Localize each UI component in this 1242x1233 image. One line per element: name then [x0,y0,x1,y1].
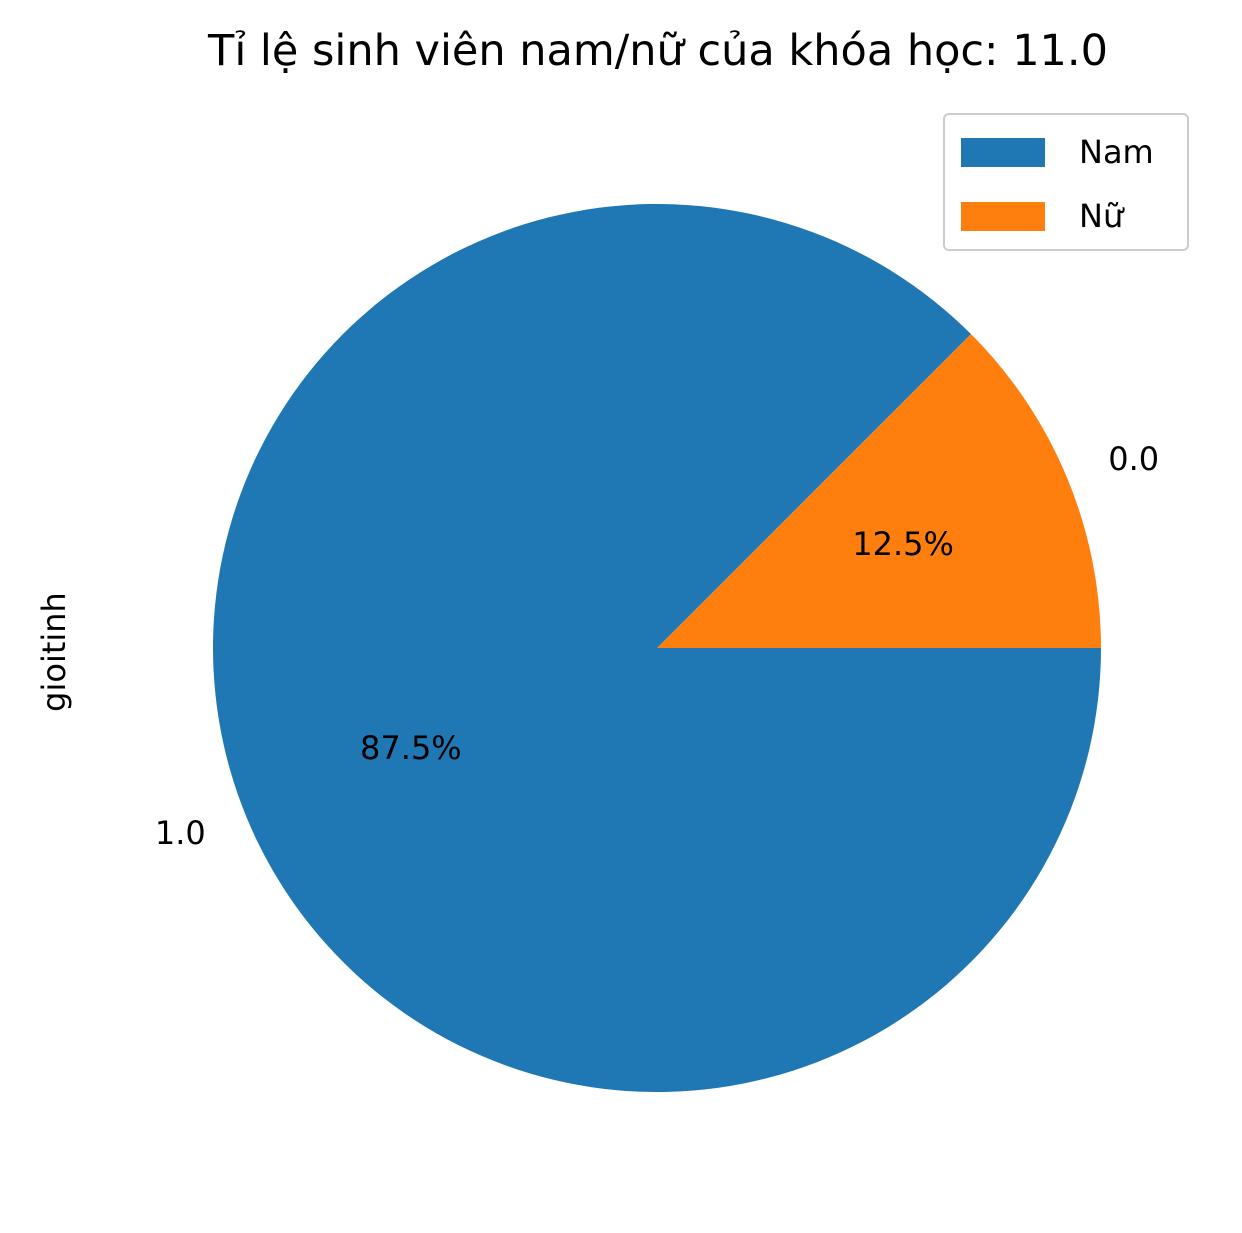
legend-label-nu: Nữ [1079,197,1124,235]
legend-item-nu: Nữ [961,196,1123,236]
legend: Nam Nữ [943,113,1189,251]
legend-label-nam: Nam [1079,133,1154,171]
legend-item-nam: Nam [961,132,1154,172]
pie-slice-0.0 [657,334,1101,648]
chart-title: Tỉ lệ sinh viên nam/nữ của khóa học: 11.… [208,26,1108,76]
y-axis-label: gioitinh [35,592,73,712]
category-label-1.0: 1.0 [155,814,206,852]
legend-swatch-nu [961,201,1045,231]
pie-slice-1.0 [213,204,1102,1092]
category-label-0.0: 0.0 [1108,440,1159,478]
percent-label-0.0: 12.5% [852,525,954,563]
legend-swatch-nam [961,137,1045,167]
percent-label-1.0: 87.5% [360,729,462,767]
